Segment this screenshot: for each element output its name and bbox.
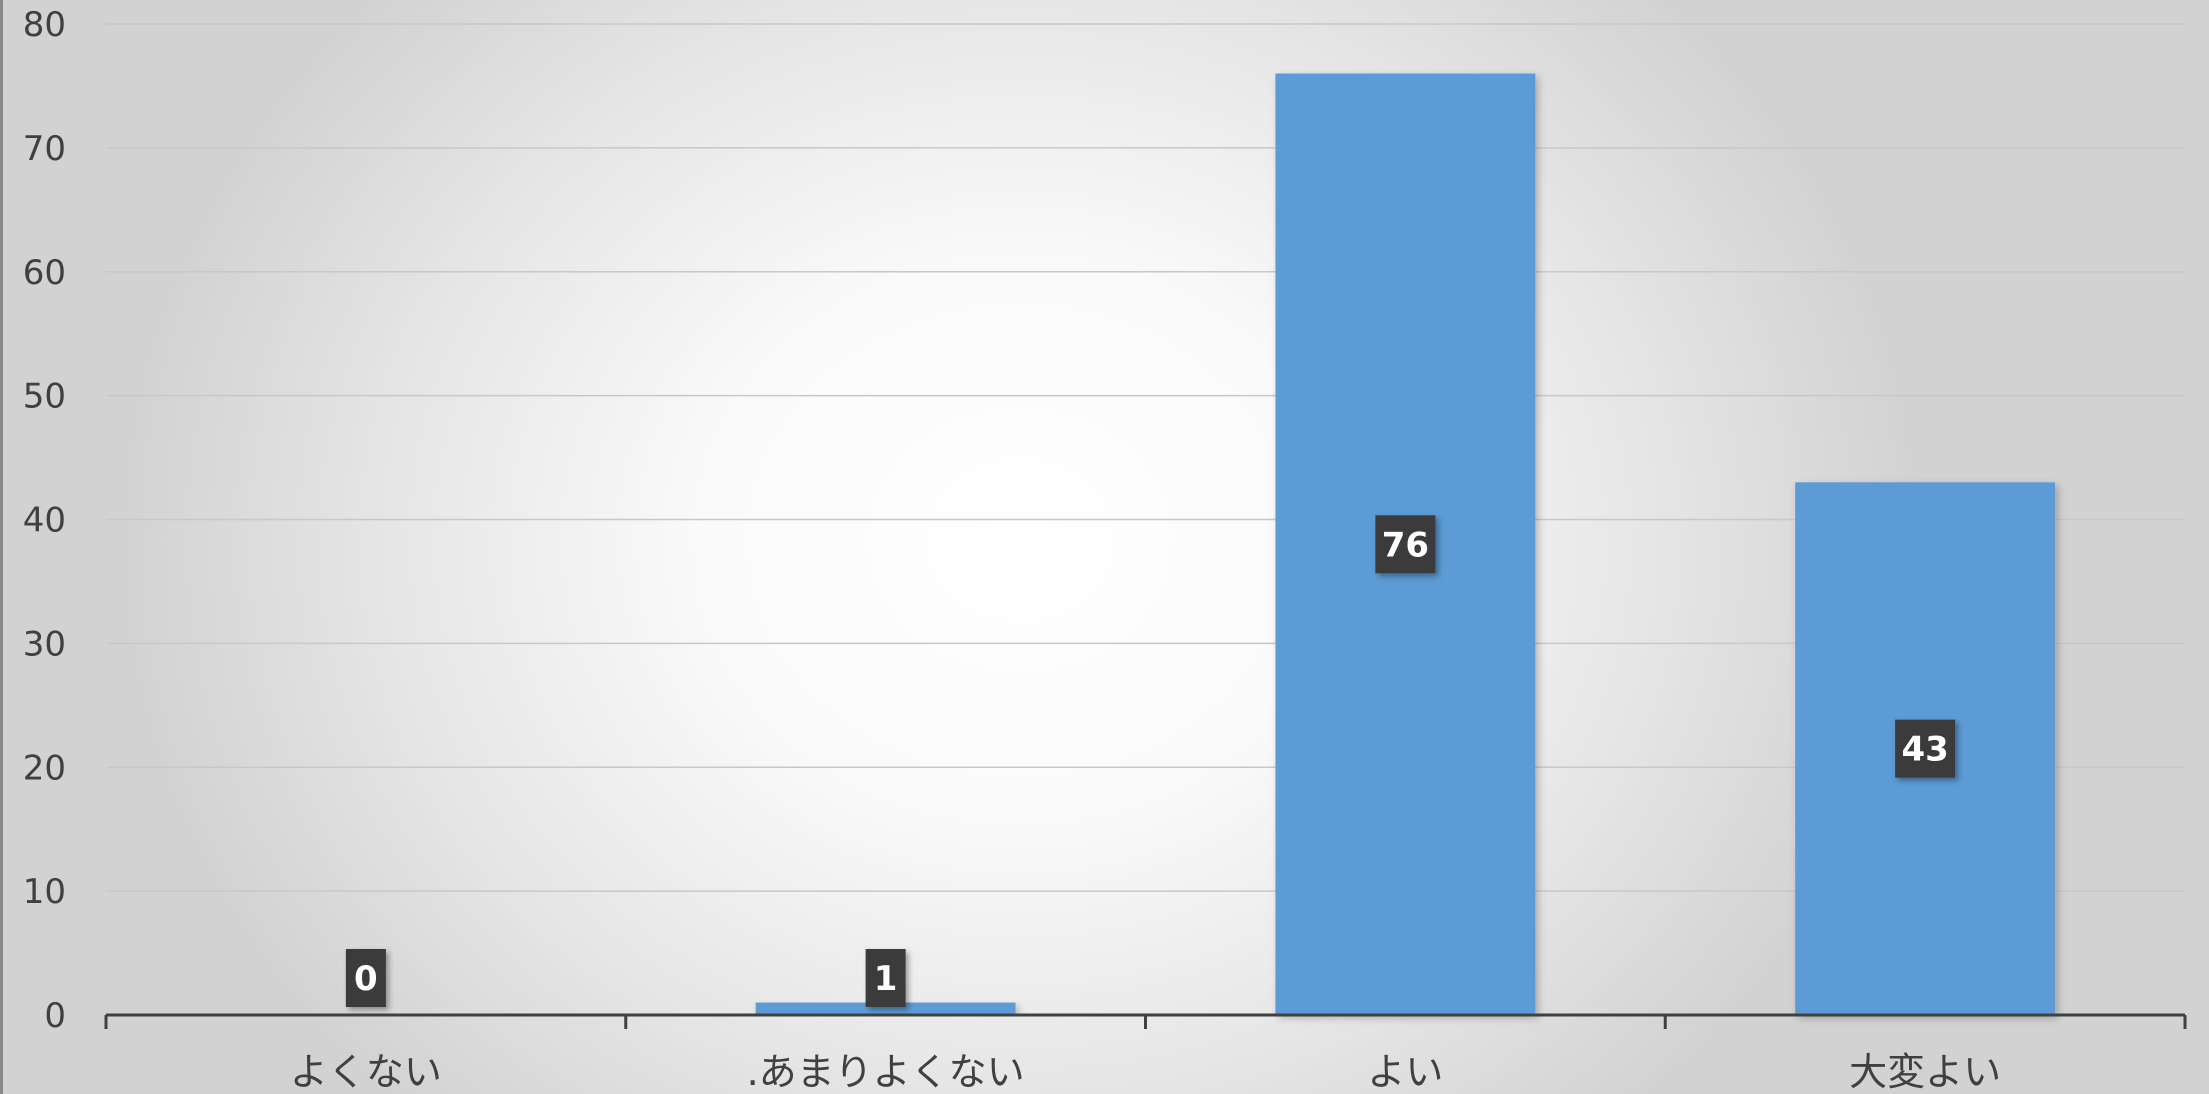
y-tick-label: 40 — [23, 501, 66, 541]
data-label: 43 — [1895, 719, 1956, 778]
y-tick-label: 0 — [44, 996, 66, 1036]
y-tick-label: 80 — [23, 5, 66, 45]
bars — [755, 73, 2056, 1016]
x-category-label: 大変よい — [1849, 1050, 2001, 1094]
data-label-box — [345, 949, 386, 1007]
y-tick-label: 50 — [23, 377, 66, 417]
data-label-text: 76 — [1382, 525, 1429, 565]
x-category-label: よくない — [290, 1050, 442, 1094]
x-axis-category-labels: よくない .あまりよくない よい 大変よい — [290, 1050, 2001, 1094]
y-tick-label: 20 — [23, 748, 66, 788]
data-label-box — [865, 949, 906, 1007]
y-tick-label: 60 — [23, 253, 66, 293]
data-label-box — [1895, 719, 1956, 778]
chart-left-border — [0, 0, 3, 1094]
data-label-text: 0 — [354, 959, 378, 999]
y-axis-tick-labels: 0 10 20 30 40 50 60 70 80 — [23, 5, 66, 1036]
y-tick-label: 70 — [23, 129, 66, 169]
x-axis — [104, 1013, 2187, 1029]
data-label-box — [1375, 515, 1436, 574]
data-label-text: 1 — [874, 959, 898, 999]
y-tick-label: 30 — [23, 624, 66, 664]
data-labels: 0 1 76 43 — [345, 515, 1956, 1007]
data-label: 76 — [1375, 515, 1436, 574]
x-category-label: .あまりよくない — [747, 1050, 1025, 1094]
data-label: 0 — [345, 949, 386, 1007]
data-label-text: 43 — [1901, 730, 1948, 770]
data-label: 1 — [865, 949, 906, 1007]
y-tick-label: 10 — [23, 872, 66, 912]
bar — [755, 1002, 1016, 1015]
x-category-label: よい — [1367, 1050, 1443, 1094]
